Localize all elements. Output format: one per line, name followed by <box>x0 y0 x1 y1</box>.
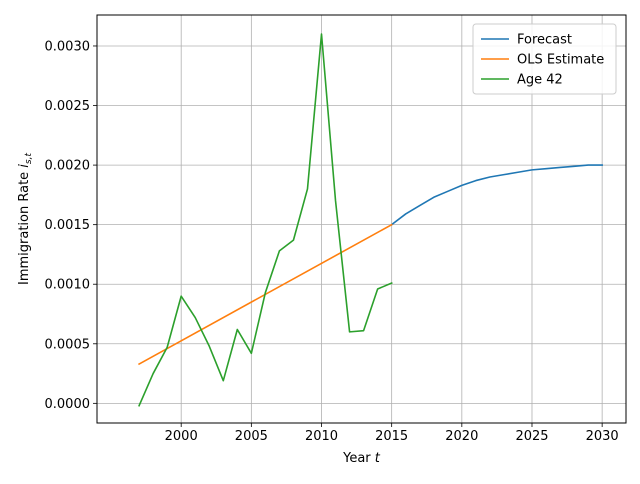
y-tick-label: 0.0020 <box>45 159 91 174</box>
legend-box <box>472 23 617 95</box>
y-tick-label: 0.0030 <box>45 39 91 54</box>
y-tick-label: 0.0000 <box>45 397 91 412</box>
y-tick-label: 0.0015 <box>45 218 91 233</box>
x-tick-label: 2000 <box>165 429 198 444</box>
legend-label: Forecast <box>517 33 572 48</box>
series-line-age-42 <box>138 33 393 407</box>
series-lines <box>138 33 603 407</box>
legend-label: OLS Estimate <box>517 53 604 68</box>
x-tick-label: 2030 <box>586 429 619 444</box>
axis-ticks: 2000 2005 2010 2015 2020 2025 2030 0.0000 0.0005… <box>45 39 619 444</box>
x-tick-label: 2010 <box>305 429 338 444</box>
x-axis-label: Year t <box>342 451 381 466</box>
series-line-forecast <box>390 164 603 226</box>
plot-frame <box>96 14 627 424</box>
x-tick-label: 2020 <box>445 429 478 444</box>
x-tick-label: 2015 <box>375 429 408 444</box>
y-tick-label: 0.0010 <box>45 278 91 293</box>
y-axis-label: Immigration Rate is,t <box>17 153 34 285</box>
legend: Forecast OLS Estimate Age 42 <box>472 23 617 95</box>
legend-label: Age 42 <box>517 73 563 88</box>
x-tick-label: 2025 <box>515 429 548 444</box>
x-tick-label: 2005 <box>235 429 268 444</box>
y-tick-label: 0.0005 <box>45 337 91 352</box>
y-tick-label: 0.0025 <box>45 99 91 114</box>
